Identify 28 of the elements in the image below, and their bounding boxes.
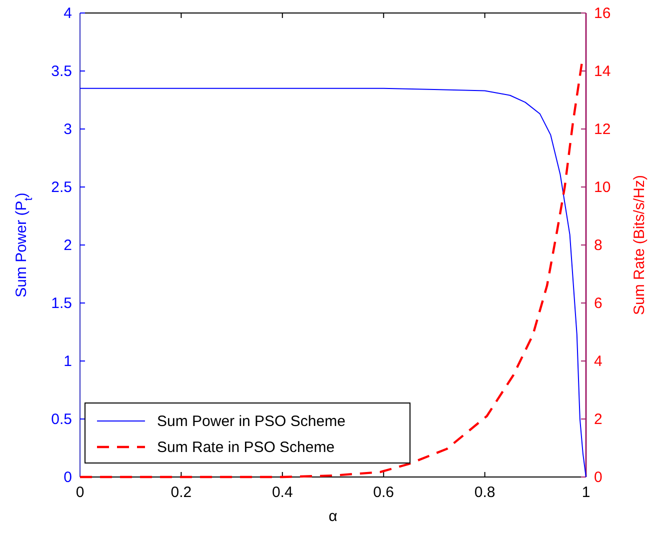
y2-tick-label: 0 <box>594 469 602 486</box>
y2-axis-title: Sum Rate (Bits/s/Hz) <box>631 174 648 316</box>
x-tick-label: 0 <box>76 484 84 501</box>
x-tick-label: 0.6 <box>373 484 394 501</box>
y-tick-label: 0.5 <box>51 411 72 428</box>
x-tick-label: 0.2 <box>170 484 192 501</box>
y-tick-label: 1.5 <box>51 295 72 312</box>
y2-tick-label: 14 <box>594 63 611 80</box>
x-tick-label: 0.4 <box>272 484 293 501</box>
y-tick-label: 4 <box>64 5 72 22</box>
y2-tick-label: 8 <box>594 237 602 254</box>
x-axis-title: α <box>328 508 338 525</box>
y2-tick-label: 12 <box>594 121 611 138</box>
y-tick-label: 2 <box>64 237 72 254</box>
x-tick-label: 0.8 <box>474 484 496 501</box>
y2-tick-label: 4 <box>594 353 602 370</box>
y2-tick-label: 6 <box>594 295 602 312</box>
legend-label: Sum Power in PSO Scheme <box>157 413 346 430</box>
legend-label: Sum Rate in PSO Scheme <box>157 439 335 456</box>
y2-tick-label: 10 <box>594 179 611 196</box>
y-tick-label: 2.5 <box>51 179 72 196</box>
x-tick-label: 1 <box>582 484 590 501</box>
y2-tick-label: 2 <box>594 411 602 428</box>
y-tick-label: 3.5 <box>51 63 72 80</box>
y-tick-label: 1 <box>64 353 72 370</box>
y2-tick-label: 16 <box>594 5 611 22</box>
y-tick-label: 3 <box>64 121 72 138</box>
y-tick-label: 0 <box>64 469 72 486</box>
